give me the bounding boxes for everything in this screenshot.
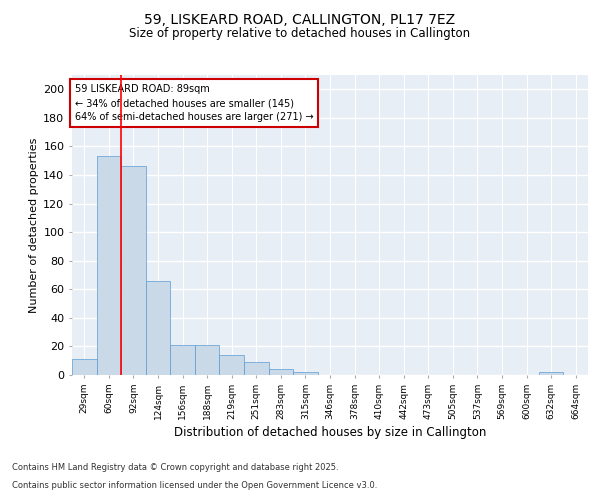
Text: Contains public sector information licensed under the Open Government Licence v3: Contains public sector information licen…: [12, 481, 377, 490]
Bar: [97, 156, 121, 375]
Bar: [170, 345, 195, 375]
Y-axis label: Number of detached properties: Number of detached properties: [29, 138, 39, 312]
Bar: [121, 166, 146, 375]
Bar: [244, 362, 269, 375]
Bar: [195, 345, 220, 375]
X-axis label: Distribution of detached houses by size in Callington: Distribution of detached houses by size …: [174, 426, 486, 439]
Bar: [146, 280, 170, 375]
Bar: [220, 355, 244, 375]
Text: Contains HM Land Registry data © Crown copyright and database right 2025.: Contains HM Land Registry data © Crown c…: [12, 464, 338, 472]
Text: Size of property relative to detached houses in Callington: Size of property relative to detached ho…: [130, 28, 470, 40]
Bar: [293, 372, 318, 375]
Text: 59 LISKEARD ROAD: 89sqm
← 34% of detached houses are smaller (145)
64% of semi-d: 59 LISKEARD ROAD: 89sqm ← 34% of detache…: [74, 84, 313, 122]
Bar: [269, 370, 293, 375]
Text: 59, LISKEARD ROAD, CALLINGTON, PL17 7EZ: 59, LISKEARD ROAD, CALLINGTON, PL17 7EZ: [145, 12, 455, 26]
Bar: [72, 360, 97, 375]
Bar: [539, 372, 563, 375]
